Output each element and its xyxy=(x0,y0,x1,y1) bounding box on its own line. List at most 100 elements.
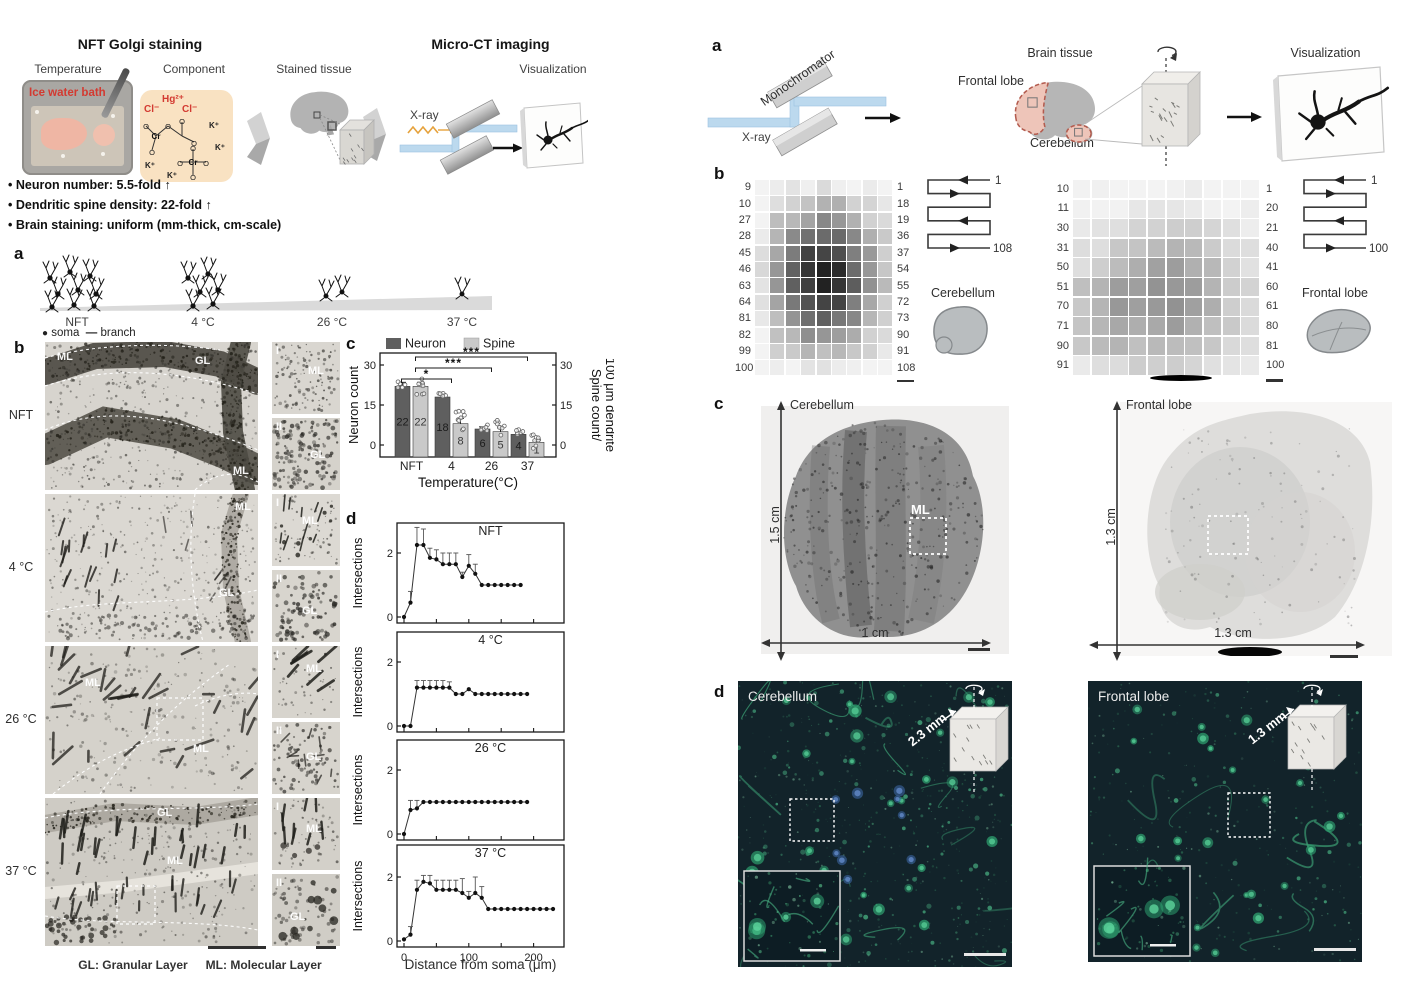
scan-end-number: 108 xyxy=(993,243,1012,255)
xtick-4: 4 xyxy=(448,459,455,473)
ytick-left: 30 xyxy=(364,360,376,372)
slice-number-left: 70 xyxy=(1056,300,1069,313)
projection-tile xyxy=(755,229,769,245)
scale-bar xyxy=(897,379,914,383)
mini-neuron-icon xyxy=(44,289,61,313)
projection-tile xyxy=(1110,317,1128,336)
bullet-brain-staining: Brain staining: uniform (mm-thick, cm-sc… xyxy=(8,218,281,232)
slice-number-left: 71 xyxy=(1056,320,1069,332)
slice-number-right: 90 xyxy=(897,328,910,341)
projection-tile xyxy=(1110,278,1128,297)
mini-neuron-icon xyxy=(88,276,105,300)
slice-number-right: 40 xyxy=(1266,241,1279,254)
projection-tile xyxy=(801,311,816,327)
micrograph-inset: I ML xyxy=(272,494,340,566)
significance-*: * xyxy=(424,367,430,381)
projection-tile xyxy=(801,294,816,310)
projection-tile xyxy=(785,278,800,294)
sholl-plot-NFT: 0 2 NFT Intersections xyxy=(348,519,578,625)
projection-tile xyxy=(1222,238,1240,257)
projection-tile xyxy=(832,327,846,343)
step-temperature-label: Temperature xyxy=(34,62,102,76)
right-arrow-icon xyxy=(1225,108,1263,126)
bar-value: 22 xyxy=(414,417,426,429)
projection-tile xyxy=(878,360,893,376)
projection-tile xyxy=(1147,180,1166,199)
bullet-neuron-number: Neuron number: 5.5-fold ↑ xyxy=(8,178,171,192)
condition-4c-label: 4 °C xyxy=(191,315,215,329)
projection-tile xyxy=(1073,297,1091,316)
projection-tile xyxy=(1129,199,1147,218)
projection-tile xyxy=(847,180,862,195)
projection-tile xyxy=(1185,219,1203,238)
slice-number-left: 10 xyxy=(738,197,751,210)
projection-tile xyxy=(862,311,877,327)
caption-gl: GL: Granular Layer xyxy=(78,958,188,972)
layer-label: ML xyxy=(306,823,322,835)
projection-tile xyxy=(1203,199,1222,218)
xtick: 200 xyxy=(524,952,542,964)
chem-o: O xyxy=(190,173,196,180)
projection-tile xyxy=(1110,199,1128,218)
projection-tile xyxy=(847,360,862,376)
layer-label: ML xyxy=(85,677,101,689)
slice-number-left: 46 xyxy=(738,263,751,276)
frontal-fluorescence-image: 1.3 mm Frontal lobe xyxy=(1088,681,1362,962)
step-component-label: Component xyxy=(162,62,226,76)
layer-label: ML xyxy=(57,351,73,363)
projection-tile xyxy=(1241,238,1259,257)
projection-tile xyxy=(770,344,785,359)
scale-bar xyxy=(316,946,336,949)
projection-tile xyxy=(847,196,862,212)
projection-tile xyxy=(878,278,893,294)
layer-label: I xyxy=(276,345,279,357)
projection-tile xyxy=(1147,199,1166,218)
projection-tile xyxy=(1203,180,1222,199)
mini-neuron-icon xyxy=(210,272,227,296)
layer-caption: GL: Granular Layer ML: Molecular Layer xyxy=(60,958,340,972)
projection-tile xyxy=(847,229,862,245)
sholl-plot-37 °C: 0 2 0 100 200 37 °C Intersections xyxy=(348,841,578,971)
slice-number-left: 90 xyxy=(1056,339,1069,352)
cerebellum-ct-image: ML xyxy=(761,406,1009,654)
chem-k: K⁺ xyxy=(167,171,177,180)
panel-b-left-label: b xyxy=(14,338,25,357)
branch-line-icon: — xyxy=(85,327,98,339)
sholl-plot-26 °C: 0 2 26 °C Intersections xyxy=(348,736,578,842)
slice-number-right: 54 xyxy=(897,263,910,276)
projection-tile xyxy=(1185,356,1203,375)
mini-neuron-icon xyxy=(66,287,83,311)
bar-value: 4 xyxy=(515,441,521,453)
slice-number-left: 9 xyxy=(744,181,751,194)
brain-tissue-label: Brain tissue xyxy=(1027,46,1093,60)
projection-tile xyxy=(1241,258,1259,277)
frontal-projection-grid: 10 1 11 20 30 21 31 40 50 41 51 60 70 61 71 80 90 81 91 100 xyxy=(1048,180,1288,386)
projection-tile xyxy=(847,278,862,294)
projection-tile xyxy=(832,180,846,195)
xtick: 0 xyxy=(401,952,407,964)
ct-ml-label: ML xyxy=(911,502,930,517)
slice-number-right: 81 xyxy=(1266,339,1279,352)
ice-water-bath-label: Ice water bath xyxy=(29,87,106,99)
ytick: 2 xyxy=(387,657,393,669)
slice-number-left: 100 xyxy=(735,361,754,374)
projection-tile xyxy=(1203,219,1222,238)
projection-tile xyxy=(816,196,831,212)
scan-order-icon: 1 108 xyxy=(922,174,1022,266)
projection-tile xyxy=(816,360,831,376)
slice-number-right: 18 xyxy=(897,197,910,210)
projection-tile xyxy=(1073,258,1091,277)
projection-tile xyxy=(1129,219,1147,238)
projection-tile xyxy=(755,294,769,310)
projection-tile xyxy=(878,180,893,195)
slice-number-left: 45 xyxy=(738,246,751,259)
grid1-name: Cerebellum xyxy=(931,286,995,300)
bar-xlabel: Temperature(°C) xyxy=(418,475,518,490)
projection-tile xyxy=(1091,278,1109,297)
projection-tile xyxy=(1222,219,1240,238)
plot-ylabel: Intersections xyxy=(351,538,365,609)
layer-label: GL xyxy=(157,807,173,819)
projection-tile xyxy=(1091,238,1109,257)
bar-ylabel-left: Neuron count xyxy=(346,366,361,444)
bar-value: 18 xyxy=(436,422,448,434)
